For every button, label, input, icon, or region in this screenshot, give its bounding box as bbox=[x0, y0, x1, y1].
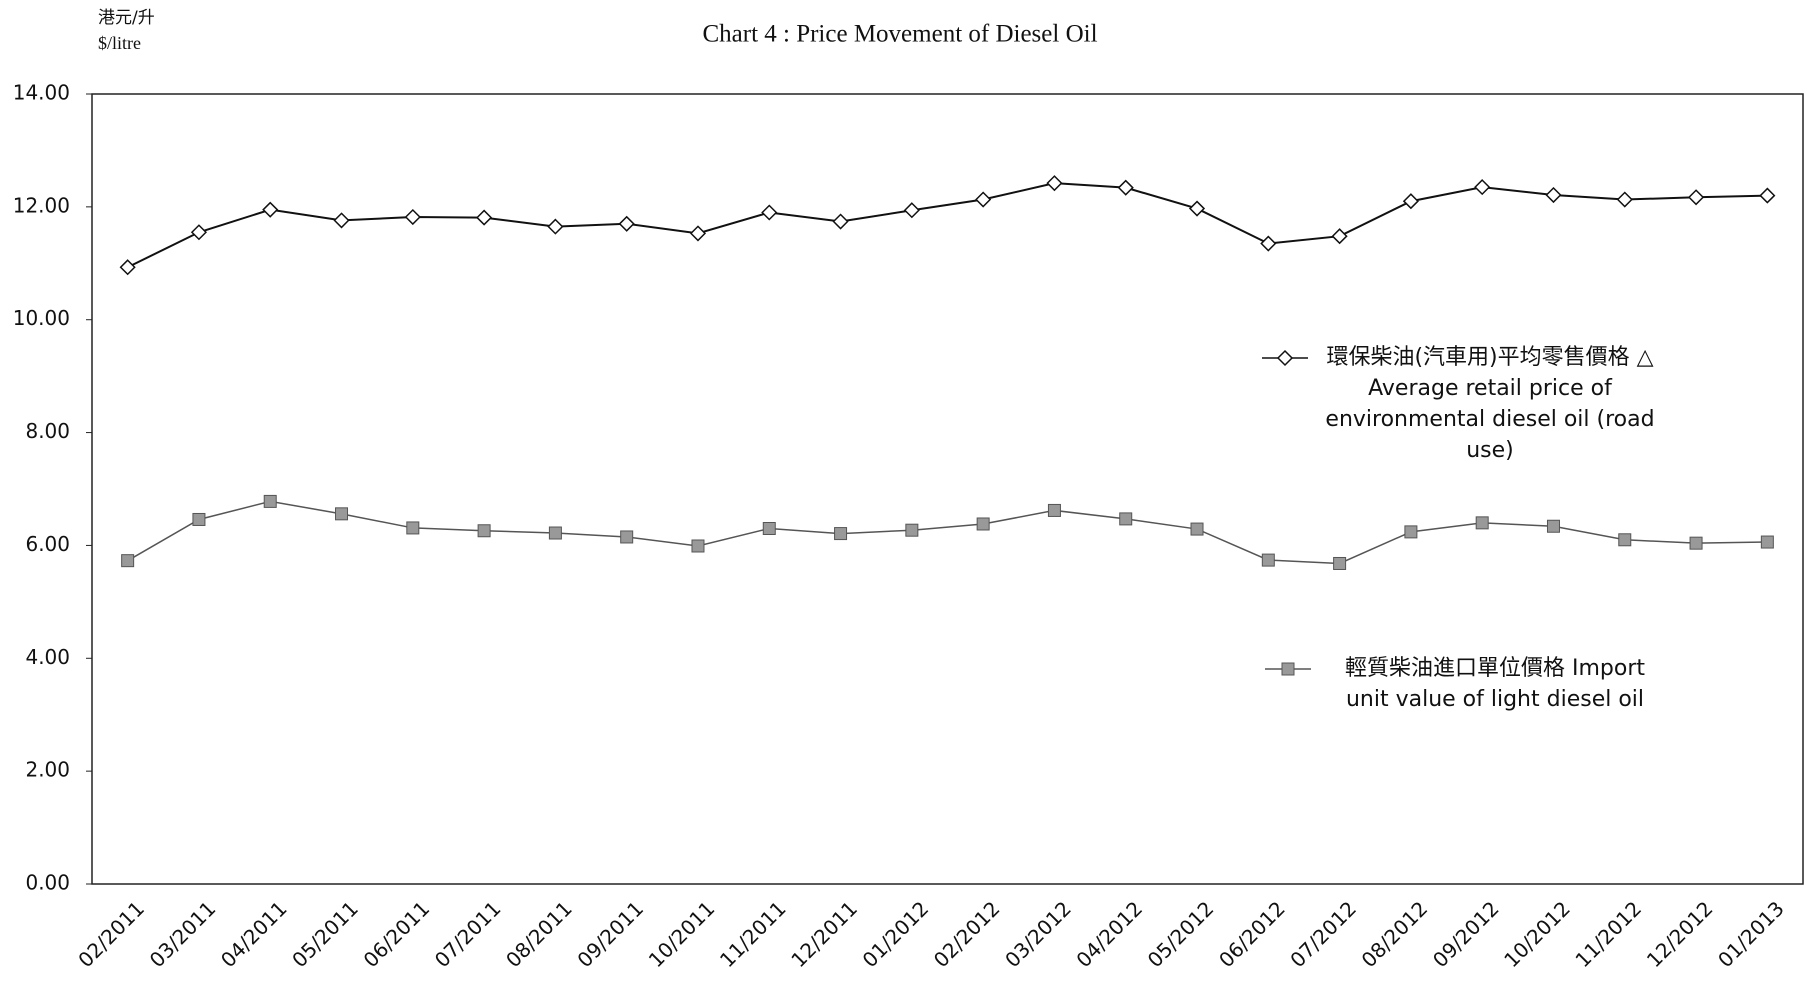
legend-marker bbox=[1276, 349, 1294, 367]
x-tick-label: 01/2013 bbox=[1713, 896, 1789, 972]
data-point bbox=[1689, 536, 1703, 550]
data-point bbox=[834, 527, 848, 541]
x-tick-label: 12/2011 bbox=[786, 896, 862, 972]
data-point bbox=[762, 522, 776, 535]
data-point bbox=[262, 201, 279, 218]
data-point bbox=[333, 212, 350, 229]
series-line bbox=[127, 182, 1768, 269]
x-tick-label: 06/2012 bbox=[1214, 896, 1290, 972]
x-tick-label: 05/2011 bbox=[287, 896, 363, 972]
data-point bbox=[477, 524, 491, 538]
y-tick-label: 10.00 bbox=[13, 306, 70, 330]
data-point bbox=[905, 523, 919, 537]
data-point bbox=[1474, 179, 1491, 196]
data-point bbox=[1046, 175, 1063, 192]
y-tick-label: 8.00 bbox=[25, 419, 70, 443]
data-point bbox=[1759, 187, 1776, 204]
data-point bbox=[689, 225, 707, 242]
data-point bbox=[406, 521, 420, 535]
data-point bbox=[1616, 191, 1633, 208]
x-tick-label: 09/2011 bbox=[572, 896, 648, 972]
data-point bbox=[1545, 186, 1562, 204]
data-point bbox=[192, 512, 206, 526]
data-point bbox=[618, 215, 635, 232]
data-point bbox=[1117, 179, 1134, 196]
x-tick-label: 06/2011 bbox=[359, 896, 435, 972]
x-tick-label: 07/2011 bbox=[430, 896, 506, 972]
x-tick-label: 11/2012 bbox=[1570, 896, 1646, 972]
y-tick-label: 12.00 bbox=[13, 193, 70, 217]
data-point bbox=[1188, 200, 1206, 217]
y-axis-label: $/litre bbox=[98, 33, 141, 53]
data-point bbox=[1760, 535, 1774, 549]
data-point bbox=[1190, 522, 1204, 536]
data-point bbox=[1261, 553, 1275, 567]
y-tick-label: 6.00 bbox=[25, 532, 70, 556]
data-point bbox=[1546, 519, 1560, 533]
chart-title: Chart 4 : Price Movement of Diesel Oil bbox=[702, 21, 1097, 48]
y-tick-label: 2.00 bbox=[25, 758, 70, 782]
x-tick-label: 03/2011 bbox=[145, 896, 221, 972]
data-point bbox=[121, 554, 135, 568]
data-point bbox=[903, 202, 920, 219]
data-point bbox=[404, 208, 421, 226]
x-tick-label: 10/2012 bbox=[1499, 896, 1575, 972]
x-tick-label: 08/2012 bbox=[1357, 896, 1433, 972]
x-tick-label: 03/2012 bbox=[1000, 896, 1076, 972]
data-point bbox=[119, 259, 136, 276]
data-point bbox=[190, 224, 207, 241]
data-point bbox=[1687, 189, 1705, 206]
data-point bbox=[620, 530, 634, 544]
y-tick-label: 14.00 bbox=[13, 81, 70, 105]
data-point bbox=[1333, 556, 1347, 570]
data-point bbox=[976, 517, 990, 531]
data-point bbox=[1475, 516, 1489, 530]
data-point bbox=[1331, 228, 1348, 245]
x-tick-label: 04/2012 bbox=[1071, 896, 1147, 972]
legend-label: 輕質柴油進口單位價格 Import unit value of light di… bbox=[1344, 656, 1645, 712]
y-tick-label: 0.00 bbox=[25, 871, 70, 895]
x-tick-label: 02/2011 bbox=[73, 896, 149, 972]
data-point bbox=[1404, 525, 1418, 539]
legend-label: 環保柴油(汽車用)平均零售價格 △ Average retail price o… bbox=[1325, 345, 1655, 463]
x-tick-label: 08/2011 bbox=[501, 896, 577, 972]
data-point bbox=[1402, 193, 1419, 210]
y-tick-label: 4.00 bbox=[25, 645, 70, 669]
x-tick-label: 07/2012 bbox=[1285, 896, 1361, 972]
data-point bbox=[1618, 533, 1632, 547]
data-point bbox=[548, 526, 562, 540]
x-tick-label: 02/2012 bbox=[929, 896, 1005, 972]
data-point bbox=[476, 209, 493, 226]
x-tick-label: 12/2012 bbox=[1642, 896, 1718, 972]
x-tick-label: 09/2012 bbox=[1428, 896, 1504, 972]
series-line bbox=[127, 500, 1768, 565]
data-point bbox=[1047, 503, 1061, 517]
data-point bbox=[975, 191, 992, 208]
plot-frame bbox=[91, 93, 1804, 885]
y-axis-label: 港元/升 bbox=[98, 8, 155, 28]
x-tick-label: 11/2011 bbox=[715, 896, 791, 972]
data-point bbox=[761, 204, 778, 221]
legend-marker bbox=[1281, 662, 1295, 676]
data-point bbox=[1260, 235, 1277, 252]
x-tick-label: 10/2011 bbox=[644, 896, 720, 972]
x-tick-label: 04/2011 bbox=[216, 896, 292, 972]
data-point bbox=[832, 213, 849, 230]
data-point bbox=[547, 218, 564, 235]
x-tick-label: 01/2012 bbox=[858, 896, 934, 972]
data-point bbox=[1119, 512, 1133, 526]
data-point bbox=[691, 539, 705, 553]
x-tick-label: 05/2012 bbox=[1143, 896, 1219, 972]
data-point bbox=[263, 494, 277, 508]
data-point bbox=[335, 507, 349, 521]
